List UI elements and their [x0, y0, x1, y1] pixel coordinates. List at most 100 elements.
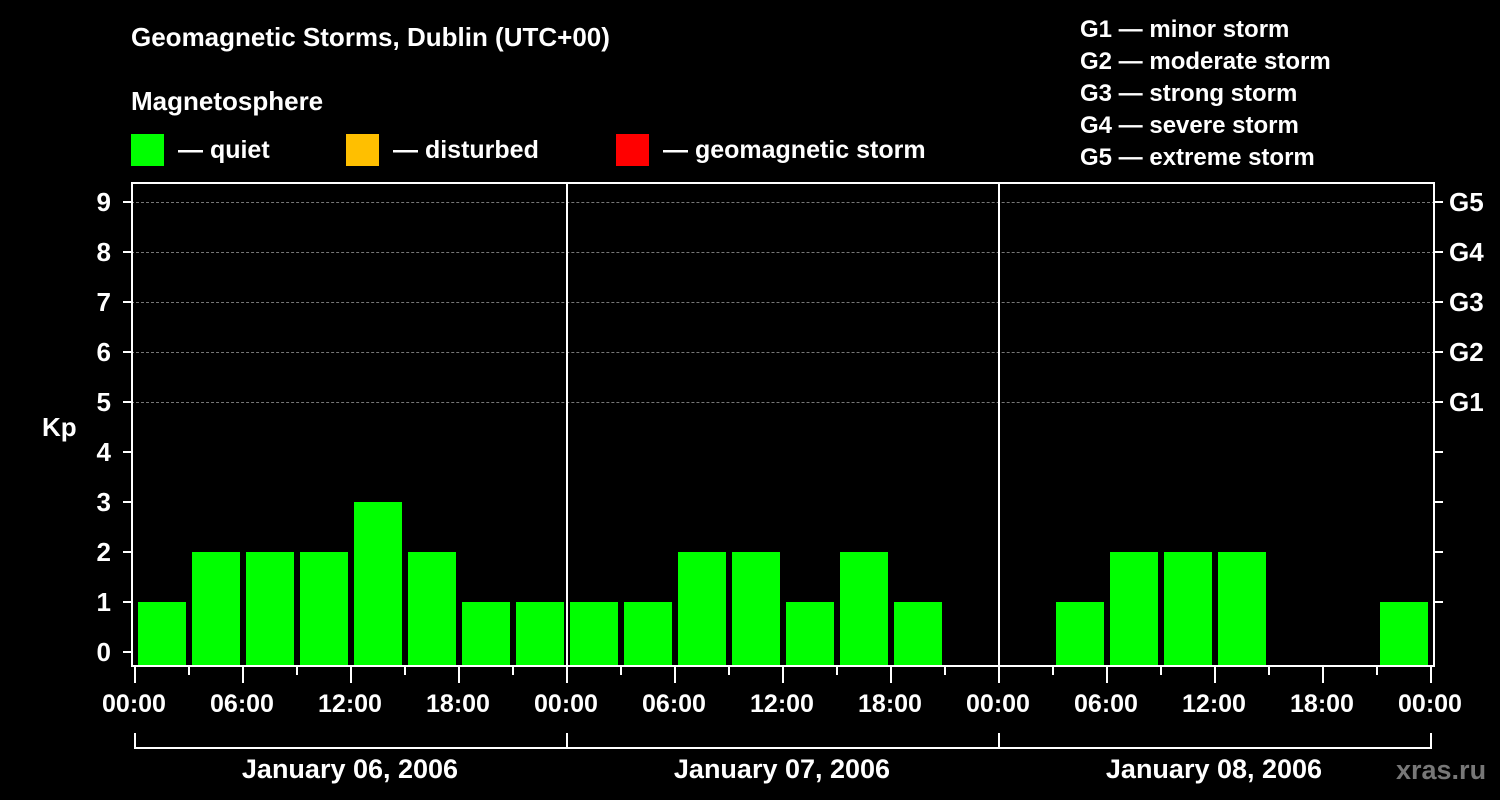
y-tick — [123, 601, 131, 603]
right-tick — [1435, 501, 1443, 503]
right-tick — [1435, 301, 1443, 303]
gridline — [131, 402, 1435, 403]
x-tick — [782, 667, 784, 683]
legend-label: — quiet — [178, 135, 270, 164]
x-tick — [242, 667, 244, 683]
x-tick-label: 18:00 — [1290, 690, 1354, 718]
y-tick-label: 4 — [96, 437, 111, 467]
kp-bar — [300, 552, 348, 667]
y-tick-label: 8 — [96, 237, 111, 267]
x-tick — [1430, 667, 1432, 683]
storm-scale-g4: G4 — severe storm — [1080, 112, 1299, 139]
kp-bar — [786, 602, 834, 667]
right-tick — [1435, 601, 1443, 603]
g-scale-label: G2 — [1449, 337, 1484, 367]
legend-storm: — geomagnetic storm — [616, 134, 926, 166]
right-tick — [1435, 201, 1443, 203]
kp-bar — [354, 502, 402, 667]
x-tick — [296, 667, 298, 675]
right-tick — [1435, 351, 1443, 353]
x-tick — [1214, 667, 1216, 683]
x-tick — [188, 667, 190, 675]
kp-bar — [408, 552, 456, 667]
x-tick — [1376, 667, 1378, 675]
y-tick-label: 9 — [96, 187, 111, 217]
kp-bar — [624, 602, 672, 667]
kp-bar — [1380, 602, 1428, 667]
kp-bar — [192, 552, 240, 667]
x-tick-label: 12:00 — [318, 690, 382, 718]
kp-bar — [570, 602, 618, 667]
storm-scale-g2: G2 — moderate storm — [1080, 48, 1331, 75]
day-label: January 08, 2006 — [1105, 754, 1323, 784]
right-tick — [1435, 551, 1443, 553]
day-bracket-tick — [134, 733, 136, 749]
x-tick-label: 00:00 — [1398, 690, 1462, 718]
x-tick-label: 18:00 — [858, 690, 922, 718]
x-tick — [1268, 667, 1270, 675]
x-tick — [134, 667, 136, 683]
y-axis-label: Kp — [42, 412, 77, 442]
y-tick — [123, 451, 131, 453]
legend-label: — geomagnetic storm — [663, 135, 926, 164]
x-tick-label: 00:00 — [102, 690, 166, 718]
kp-bar — [840, 552, 888, 667]
x-tick — [620, 667, 622, 675]
right-tick — [1435, 451, 1443, 453]
x-tick — [1052, 667, 1054, 675]
y-tick — [123, 351, 131, 353]
y-tick — [123, 251, 131, 253]
kp-bar — [246, 552, 294, 667]
y-tick-label: 0 — [96, 637, 111, 667]
x-tick — [998, 667, 1000, 683]
y-tick-label: 1 — [96, 587, 111, 617]
y-tick — [123, 651, 131, 653]
right-tick — [1435, 251, 1443, 253]
day-divider — [998, 182, 1000, 667]
x-tick — [944, 667, 946, 675]
x-tick-label: 12:00 — [1182, 690, 1246, 718]
x-tick — [404, 667, 406, 675]
gridline — [131, 302, 1435, 303]
kp-bar — [1164, 552, 1212, 667]
chart-subtitle: Magnetosphere — [131, 86, 324, 116]
x-tick-label: 00:00 — [966, 690, 1030, 718]
x-tick — [566, 667, 568, 683]
y-tick — [123, 201, 131, 203]
x-tick — [458, 667, 460, 683]
kp-bar — [1056, 602, 1104, 667]
kp-bar — [894, 602, 942, 667]
y-tick — [123, 551, 131, 553]
x-tick — [836, 667, 838, 675]
x-tick — [728, 667, 730, 675]
chart-title: Geomagnetic Storms, Dublin (UTC+00) — [131, 22, 610, 52]
y-tick-label: 7 — [96, 287, 111, 317]
kp-bar — [462, 602, 510, 667]
y-tick-label: 2 — [96, 537, 111, 567]
storm-scale-g3: G3 — strong storm — [1080, 80, 1298, 107]
y-tick — [123, 301, 131, 303]
x-tick — [1322, 667, 1324, 683]
plot-area — [131, 182, 1435, 667]
storm-scale-g1: G1 — minor storm — [1080, 16, 1290, 43]
y-tick-label: 5 — [96, 387, 111, 417]
g-scale-label: G4 — [1449, 237, 1484, 267]
x-tick-label: 12:00 — [750, 690, 814, 718]
kp-bar — [138, 602, 186, 667]
right-tick — [1435, 401, 1443, 403]
day-divider — [566, 182, 568, 667]
watermark: xras.ru — [1396, 755, 1487, 785]
day-label: January 07, 2006 — [673, 754, 891, 784]
day-bracket-tick — [1430, 733, 1432, 749]
legend-swatch-disturbed — [346, 134, 379, 166]
legend-quiet: — quiet — [131, 134, 270, 166]
g-scale-label: G1 — [1449, 387, 1484, 417]
y-tick — [123, 501, 131, 503]
day-bracket — [134, 747, 1430, 749]
y-tick-label: 3 — [96, 487, 111, 517]
legend-label: — disturbed — [393, 135, 539, 164]
x-tick — [890, 667, 892, 683]
x-tick — [1160, 667, 1162, 675]
day-bracket-tick — [566, 733, 568, 749]
x-tick-label: 06:00 — [1074, 690, 1138, 718]
